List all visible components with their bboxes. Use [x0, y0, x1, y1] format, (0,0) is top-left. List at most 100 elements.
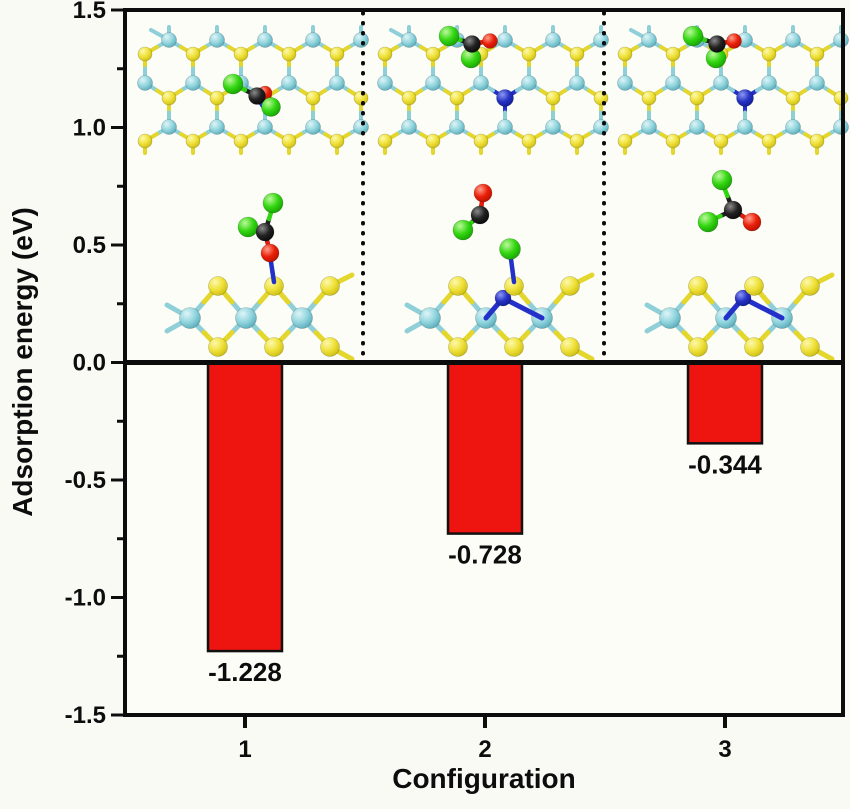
y-tick-label: 1.0 — [73, 115, 106, 142]
o-atom — [260, 243, 280, 263]
sulfur-atom — [504, 337, 524, 357]
c-atom — [255, 222, 275, 242]
s-atom — [377, 46, 393, 62]
mo-atom — [161, 32, 177, 48]
mo-atom — [353, 119, 369, 135]
molybdenum-atom — [291, 307, 313, 329]
mo-atom — [305, 119, 321, 135]
sulfur-atom — [688, 337, 708, 357]
sulfur-atom — [744, 276, 764, 296]
mo-atom — [257, 32, 273, 48]
axis-ticks-and-tick-labels: 1.5 1.0 0.5 0.0 -0.5 -1.0 -1.5 1 2 3 — [65, 0, 732, 763]
mo-atom — [377, 75, 393, 91]
s-atom — [569, 46, 585, 62]
cl-atom — [237, 216, 259, 238]
mo-atom — [737, 119, 753, 135]
s-atom — [281, 46, 297, 62]
s-atom — [281, 133, 297, 149]
cl-atom — [438, 25, 460, 47]
sulfur-atom — [448, 276, 468, 296]
sulfur-atom — [320, 337, 340, 357]
mo-atom — [545, 32, 561, 48]
nitrogen-dopant-atom — [496, 89, 514, 107]
mo-atom — [137, 75, 153, 91]
x-tick-label: 2 — [478, 736, 491, 763]
s-atom — [425, 133, 441, 149]
molybdenum-atom — [179, 307, 201, 329]
mo-atom — [713, 75, 729, 91]
mo-atom — [761, 75, 777, 91]
s-atom — [161, 90, 177, 106]
y-tick-label: 1.5 — [73, 0, 106, 24]
mo-atom — [425, 75, 441, 91]
s-atom — [761, 46, 777, 62]
y-tick-label: -0.5 — [65, 467, 106, 494]
mo-atom — [449, 119, 465, 135]
mo-atom — [593, 119, 609, 135]
s-atom — [305, 90, 321, 106]
side-view-3 — [644, 169, 835, 362]
sulfur-atom — [800, 276, 820, 296]
mo-atom — [353, 32, 369, 48]
s-atom — [809, 46, 825, 62]
cl-atom — [499, 238, 521, 260]
plot-frame — [123, 8, 845, 717]
c-atom — [248, 87, 266, 105]
mo-atom — [209, 32, 225, 48]
mo-atom — [497, 32, 513, 48]
nitrogen-dopant-atom — [734, 289, 752, 307]
sulfur-atom — [320, 276, 340, 296]
mo-atom — [665, 75, 681, 91]
s-atom — [641, 90, 657, 106]
s-atom — [545, 90, 561, 106]
sulfur-atom — [448, 337, 468, 357]
s-atom — [809, 133, 825, 149]
mo-atom — [209, 119, 225, 135]
side-view-2 — [404, 183, 595, 362]
sulfur-atom — [800, 337, 820, 357]
top-view-1 — [137, 25, 369, 155]
molecule-bond — [510, 268, 517, 285]
x-axis-title: Configuration — [392, 763, 576, 794]
bar — [446, 361, 524, 535]
sulfur-atom — [688, 276, 708, 296]
bar-value-label: -0.344 — [688, 449, 762, 479]
molybdenum-atom — [659, 307, 681, 329]
mo-atom — [401, 119, 417, 135]
mo-atom — [281, 75, 297, 91]
s-atom — [329, 46, 345, 62]
c-atom — [708, 35, 726, 53]
mo-atom — [785, 32, 801, 48]
x-tick-label: 3 — [718, 736, 731, 763]
bar-value-label: -0.728 — [448, 540, 522, 570]
s-atom — [401, 90, 417, 106]
molybdenum-atom — [235, 307, 257, 329]
s-atom — [665, 133, 681, 149]
mo-atom — [641, 32, 657, 48]
s-atom — [785, 90, 801, 106]
mo-atom — [185, 75, 201, 91]
s-atom — [617, 46, 633, 62]
mo-atom — [161, 119, 177, 135]
mo-atom — [809, 75, 825, 91]
s-atom — [665, 46, 681, 62]
mo-atom — [617, 75, 633, 91]
s-atom — [689, 90, 705, 106]
bar-value-label: -1.228 — [208, 657, 282, 687]
c-atom — [463, 35, 481, 53]
top-view-3 — [617, 25, 849, 155]
mo-atom — [473, 75, 489, 91]
s-atom — [521, 46, 537, 62]
mo-atom — [593, 32, 609, 48]
cl-atom — [682, 25, 704, 47]
top-view-2 — [377, 25, 609, 155]
bar-series: -1.228 -0.728 -0.344 — [206, 361, 764, 687]
cl-atom — [262, 192, 284, 214]
cl-atom — [222, 73, 244, 95]
y-tick-label: -1.5 — [65, 702, 106, 729]
cl-atom — [697, 211, 719, 233]
s-atom — [377, 133, 393, 149]
c-atom — [723, 200, 743, 220]
mo-atom — [689, 119, 705, 135]
